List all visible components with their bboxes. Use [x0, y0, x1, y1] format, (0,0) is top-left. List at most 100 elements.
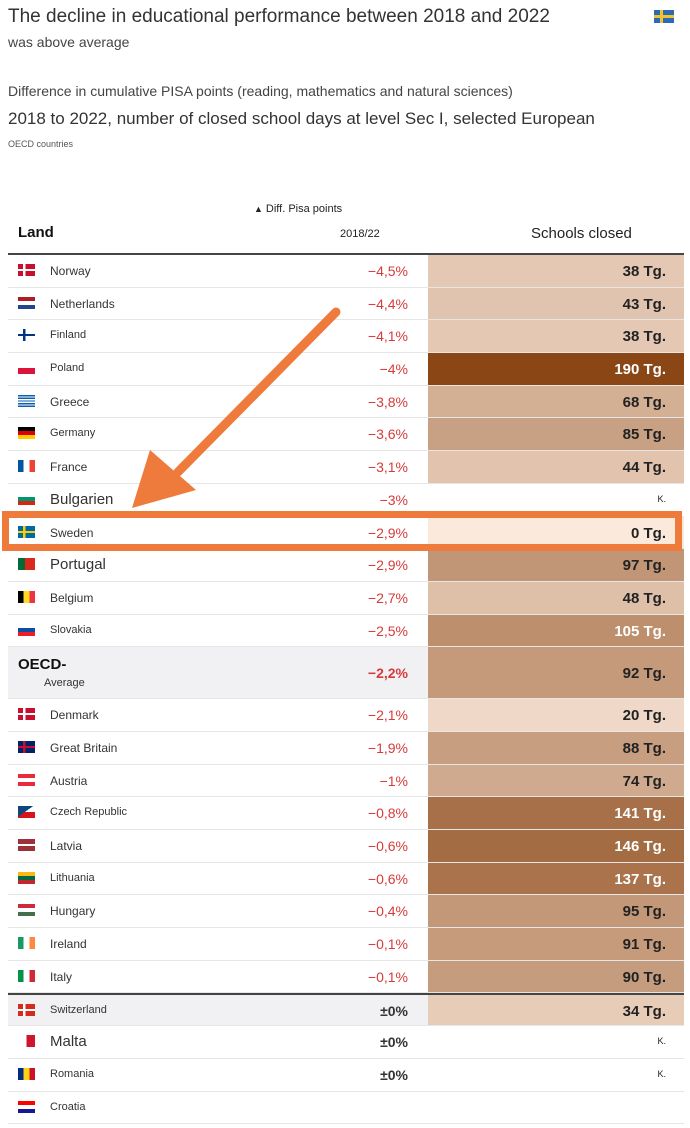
diff-value: −0,6%: [367, 870, 408, 887]
country-label: Netherlands: [50, 296, 115, 311]
country-label: Bulgarien: [50, 490, 114, 508]
country-label-continued: Average: [44, 677, 85, 690]
diff-value: −0,4%: [367, 903, 408, 920]
closed-days-cell: 190 Tg.: [428, 353, 684, 385]
switzerland-flag-icon: [18, 1004, 35, 1017]
diff-value: −0,6%: [367, 838, 408, 854]
closed-days-value: 88 Tg.: [622, 739, 666, 757]
diff-value: −0,8%: [367, 805, 408, 822]
country-label: Romania: [50, 1067, 95, 1080]
latvia-flag-icon: [18, 839, 35, 851]
country-label: Hungary: [50, 904, 96, 919]
closed-days-value: 97 Tg.: [622, 557, 666, 575]
subtitle-line-3: OECD countries: [8, 139, 74, 149]
romania-flag-icon: [18, 1067, 35, 1080]
country-label: Norway: [50, 264, 91, 278]
closed-days-cell: 0 Tg.: [428, 516, 684, 549]
diff-value: −3,1%: [367, 459, 408, 476]
croatia-flag-icon: [18, 1100, 35, 1113]
table-row-greece: Greece −3,8% 68 Tg.: [8, 385, 684, 419]
table-row-great-britain: Great Britain −1,9% 88 Tg.: [8, 731, 684, 765]
closed-days-cell: K.: [428, 483, 684, 516]
closed-days-value: 137 Tg.: [614, 870, 666, 888]
table-row-latvia: Latvia −0,6% 146 Tg.: [8, 830, 684, 863]
closed-days-value: K.: [657, 493, 666, 504]
table-row-slovakia: Slovakia −2,5% 105 Tg.: [8, 614, 684, 648]
table-row-belgium: Belgium −2,7% 48 Tg.: [8, 581, 684, 615]
diff-value: −2,7%: [367, 589, 408, 606]
country-label: Germany: [50, 427, 96, 440]
closed-days-value: K.: [657, 1068, 666, 1079]
closed-days-value: 146 Tg.: [614, 838, 666, 855]
closed-days-value: 20 Tg.: [622, 707, 666, 725]
country-label: Ireland: [50, 937, 87, 952]
country-label: Switzerland: [50, 1004, 107, 1017]
closed-days-value: 105 Tg.: [614, 622, 666, 640]
closed-days-value: 90 Tg.: [622, 968, 666, 986]
table-row-italy: Italy −0,1% 90 Tg.: [8, 960, 684, 994]
data-table: Norway −4,5% 38 Tg. Netherlands −4,4% 43 Tg. F…: [8, 255, 684, 1125]
diff-value: −0,1%: [367, 936, 408, 953]
table-row-switzerland: Switzerland ±0% 34 Tg.: [8, 993, 684, 1027]
greece-flag-icon: [18, 394, 35, 407]
land-column-header: Land: [18, 224, 54, 241]
country-label: Poland: [50, 362, 85, 375]
diff-value: −1%: [379, 772, 408, 789]
closed-days-cell: 146 Tg.: [428, 830, 684, 862]
closed-days-cell: 48 Tg.: [428, 581, 684, 614]
diff-value: −2,9%: [367, 524, 408, 541]
table-row-finland: Finland −4,1% 38 Tg.: [8, 320, 684, 354]
diff-value: ±0%: [380, 1034, 408, 1051]
diff-column-header[interactable]: ▲ Diff. Pisa points: [254, 203, 342, 215]
diff-value: −4,1%: [367, 328, 408, 345]
closed-days-value: 95 Tg.: [622, 903, 666, 921]
diff-value: −3%: [379, 491, 408, 508]
closed-days-cell: K.: [428, 1058, 684, 1091]
norway-flag-icon: [18, 264, 35, 276]
closed-days-cell: 38 Tg.: [428, 255, 684, 287]
netherlands-flag-icon: [18, 296, 35, 309]
country-label: OECD-: [18, 656, 67, 674]
closed-days-cell: 141 Tg.: [428, 797, 684, 829]
table-row-hungary: Hungary −0,4% 95 Tg.: [8, 895, 684, 929]
diff-value: −2,1%: [367, 707, 408, 724]
closed-days-cell: 137 Tg.: [428, 862, 684, 895]
sweden-highlight-box: [2, 511, 682, 551]
diff-value: −4,5%: [367, 263, 408, 279]
closed-days-value: 48 Tg.: [622, 589, 666, 607]
closed-days-value: K.: [657, 1036, 666, 1047]
austria-flag-icon: [18, 773, 35, 786]
closed-days-cell: 105 Tg.: [428, 614, 684, 647]
table-row-romania: Romania ±0% K.: [8, 1058, 684, 1092]
table-row-ireland: Ireland −0,1% 91 Tg.: [8, 928, 684, 961]
sweden-flag-icon: [654, 10, 674, 23]
czech-flag-icon: [18, 806, 35, 819]
closed-days-cell: 43 Tg.: [428, 287, 684, 320]
finland-flag-icon: [18, 329, 35, 342]
closed-days-cell: 92 Tg.: [428, 647, 684, 699]
country-label: Lithuania: [50, 871, 95, 884]
closed-days-value: 44 Tg.: [622, 459, 666, 477]
slovakia-flag-icon: [18, 623, 35, 636]
diff-value: −3,8%: [367, 393, 408, 410]
france-flag-icon: [18, 460, 35, 473]
country-label: Denmark: [50, 708, 99, 723]
table-row-norway: Norway −4,5% 38 Tg.: [8, 255, 684, 288]
closed-days-cell: 95 Tg.: [428, 895, 684, 928]
closed-days-cell: 91 Tg.: [428, 928, 684, 960]
chart-title: The decline in educational performance b…: [8, 6, 550, 27]
closed-days-value: 43 Tg.: [622, 295, 666, 313]
country-label: Sweden: [50, 525, 94, 540]
diff-value: −3,6%: [367, 426, 408, 443]
table-row-lithuania: Lithuania −0,6% 137 Tg.: [8, 862, 684, 896]
closed-days-value: 38 Tg.: [622, 263, 666, 280]
diff-value: −2,5%: [367, 622, 408, 639]
table-row-poland: Poland −4% 190 Tg.: [8, 353, 684, 386]
country-label: Belgium: [50, 590, 94, 605]
closed-days-value: 141 Tg.: [614, 805, 666, 823]
closed-days-value: 68 Tg.: [622, 393, 666, 411]
closed-days-cell: 44 Tg.: [428, 451, 684, 483]
portugal-flag-icon: [18, 558, 35, 571]
closed-days-cell: 38 Tg.: [428, 320, 684, 353]
